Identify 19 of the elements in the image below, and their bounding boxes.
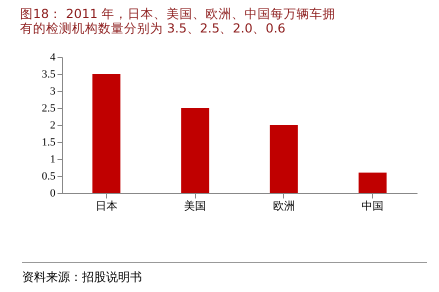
text: 资料来源：招股说明书 [22,262,427,286]
y-tick-label: 3.5 [42,68,56,80]
y-tick-label: 2 [50,120,56,132]
chart-title: 图18： 2011 年，日本、美国、欧洲、中国每万辆车拥有的检测机构数量分别为 3.5、2.5、2.0、0.6 [20,6,336,36]
bar [181,108,210,193]
x-tick-label: 欧洲 [272,200,295,212]
bar [92,74,120,193]
y-tick-label: 4 [50,52,56,64]
x-tick-label: 中国 [362,200,384,212]
y-tick-label: 0 [50,188,56,200]
y-tick-label: 3 [50,86,56,98]
y-tick-label: 0.5 [42,170,56,182]
y-tick-label: 1 [50,154,56,166]
bar [358,172,387,193]
x-tick-label: 美国 [184,200,206,212]
x-tick-label: 日本 [95,200,118,212]
y-tick-label: 1.5 [42,136,56,148]
bar [270,125,298,193]
y-tick-label: 2.5 [42,102,56,114]
